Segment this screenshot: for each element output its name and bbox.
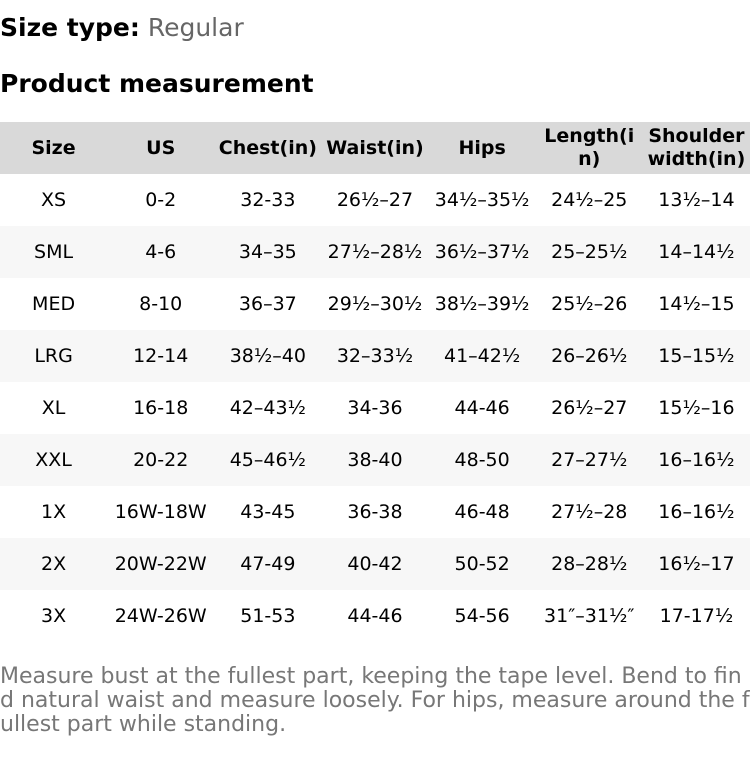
size-type-label: Size type: (0, 13, 140, 42)
table-cell: 26–26½ (535, 330, 643, 382)
table-cell: 51-53 (240, 605, 296, 627)
table-cell: 26½–27 (336, 189, 414, 211)
table-cell: 2X (0, 538, 108, 590)
size-table: Size US Chest(in) Waist(in) Hips Length(in) Sh… (0, 122, 750, 642)
table-row: MED 8-10 36–37 29½–30½ 38½–39½ 25½–26 14½–15 (0, 278, 750, 330)
column-header: US (107, 122, 215, 174)
table-cell: 42–43½ (229, 397, 306, 419)
table-cell: 0-2 (145, 189, 177, 211)
table-cell: 1X (41, 501, 67, 523)
table-cell: MED (32, 293, 76, 315)
table-cell: 3X (41, 605, 67, 627)
table-row: XXL 20-22 45–46½ 38-40 48-50 27–27½ 16–16½ (0, 434, 750, 486)
column-header: Size (0, 122, 108, 174)
table-cell: 43-45 (240, 501, 296, 523)
table-cell: 38½–39½ (434, 293, 530, 315)
table-cell: 4-6 (107, 226, 215, 278)
table-cell: 8-10 (139, 293, 183, 315)
table-cell: 14–14½ (642, 226, 750, 278)
table-cell: LRG (0, 330, 108, 382)
table-cell: 27½–28 (551, 501, 628, 523)
table-cell: 14½–15 (658, 293, 735, 315)
table-cell: 28–28½ (535, 538, 643, 590)
table-cell: 32–33½ (321, 330, 429, 382)
table-cell: 31″–31½″ (544, 605, 635, 627)
table-cell: SML (0, 226, 108, 278)
table-row: 2X 20W-22W 47-49 40-42 50-52 28–28½ 16½–17 (0, 538, 750, 590)
table-cell: 17-17½ (659, 605, 734, 627)
table-cell: 25–25½ (535, 226, 643, 278)
header-row: Size US Chest(in) Waist(in) Hips Length(in) Sh… (0, 122, 750, 174)
table-cell: 34½–35½ (434, 189, 530, 211)
table-cell: 29½–30½ (327, 293, 423, 315)
table-cell: 16½–17 (642, 538, 750, 590)
table-cell: 16W-18W (114, 501, 207, 523)
table-row: SML 4-6 34–35 27½–28½ 36½–37½ 25–25½ 14–14½ (0, 226, 750, 278)
table-cell: 38-40 (321, 434, 429, 486)
table-cell: 34-36 (347, 397, 403, 419)
table-cell: 15–15½ (642, 330, 750, 382)
table-cell: 26½–27 (551, 397, 628, 419)
table-cell: 15½–16 (658, 397, 735, 419)
table-cell: 40-42 (321, 538, 429, 590)
table-cell: XS (41, 189, 67, 211)
table-cell: 47-49 (214, 538, 322, 590)
table-cell: 41–42½ (428, 330, 536, 382)
section-title: Product measurement (0, 69, 314, 98)
table-cell: 45–46½ (214, 434, 322, 486)
table-cell: 12-14 (107, 330, 215, 382)
note: Measure bust at the fullest part, keepin… (0, 664, 750, 737)
table-cell: 24W-26W (114, 605, 207, 627)
column-header: Shoulder width(in) (642, 122, 750, 174)
table-cell: 20-22 (107, 434, 215, 486)
table-head: Size US Chest(in) Waist(in) Hips Length(in) Sh… (0, 122, 750, 174)
table-cell: 50-52 (428, 538, 536, 590)
table-cell: 44-46 (454, 397, 510, 419)
table-cell: 44-46 (347, 605, 403, 627)
table-cell: 25½–26 (551, 293, 628, 315)
table-row: XS 0-2 32-33 26½–27 34½–35½ 24½–25 13½–14 (0, 174, 750, 226)
table-cell: 34–35 (214, 226, 322, 278)
table-cell: 20W-22W (107, 538, 215, 590)
table-row: LRG 12-14 38½–40 32–33½ 41–42½ 26–26½ 15–15½ (0, 330, 750, 382)
column-header: Chest(in) (214, 122, 322, 174)
column-header: Waist(in) (321, 122, 429, 174)
table-cell: 54-56 (454, 605, 510, 627)
table-cell: 48-50 (428, 434, 536, 486)
table-cell: 27–27½ (535, 434, 643, 486)
table-cell: 36–37 (238, 293, 297, 315)
table-cell: 27½–28½ (321, 226, 429, 278)
table-cell: 13½–14 (658, 189, 735, 211)
column-header: Hips (428, 122, 536, 174)
size-type-value: Regular (147, 13, 244, 42)
table-cell: 16–16½ (658, 501, 735, 523)
table-cell: XL (41, 397, 66, 419)
table-cell: 36-38 (347, 501, 403, 523)
table-cell: 46-48 (454, 501, 510, 523)
table-cell: 38½–40 (214, 330, 322, 382)
table-cell: XXL (0, 434, 108, 486)
table-cell: 16-18 (133, 397, 189, 419)
table-body: XS 0-2 32-33 26½–27 34½–35½ 24½–25 13½–14 SML 4-… (0, 174, 750, 642)
table-cell: 24½–25 (551, 189, 628, 211)
column-header: Length(in) (535, 122, 643, 174)
table-row: XL 16-18 42–43½ 34-36 44-46 26½–27 15½–16 (0, 382, 750, 434)
table-row: 3X 24W-26W 51-53 44-46 54-56 31″–31½″ 17-17½ (0, 590, 750, 642)
table-row: 1X 16W-18W 43-45 36-38 46-48 27½–28 16–16½ (0, 486, 750, 538)
table-cell: 32-33 (240, 189, 296, 211)
table-cell: 36½–37½ (428, 226, 536, 278)
size-type: Size type: Regular (0, 12, 244, 44)
table-cell: 16–16½ (642, 434, 750, 486)
